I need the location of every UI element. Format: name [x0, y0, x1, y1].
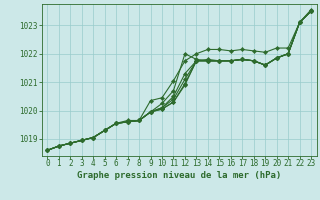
- X-axis label: Graphe pression niveau de la mer (hPa): Graphe pression niveau de la mer (hPa): [77, 171, 281, 180]
